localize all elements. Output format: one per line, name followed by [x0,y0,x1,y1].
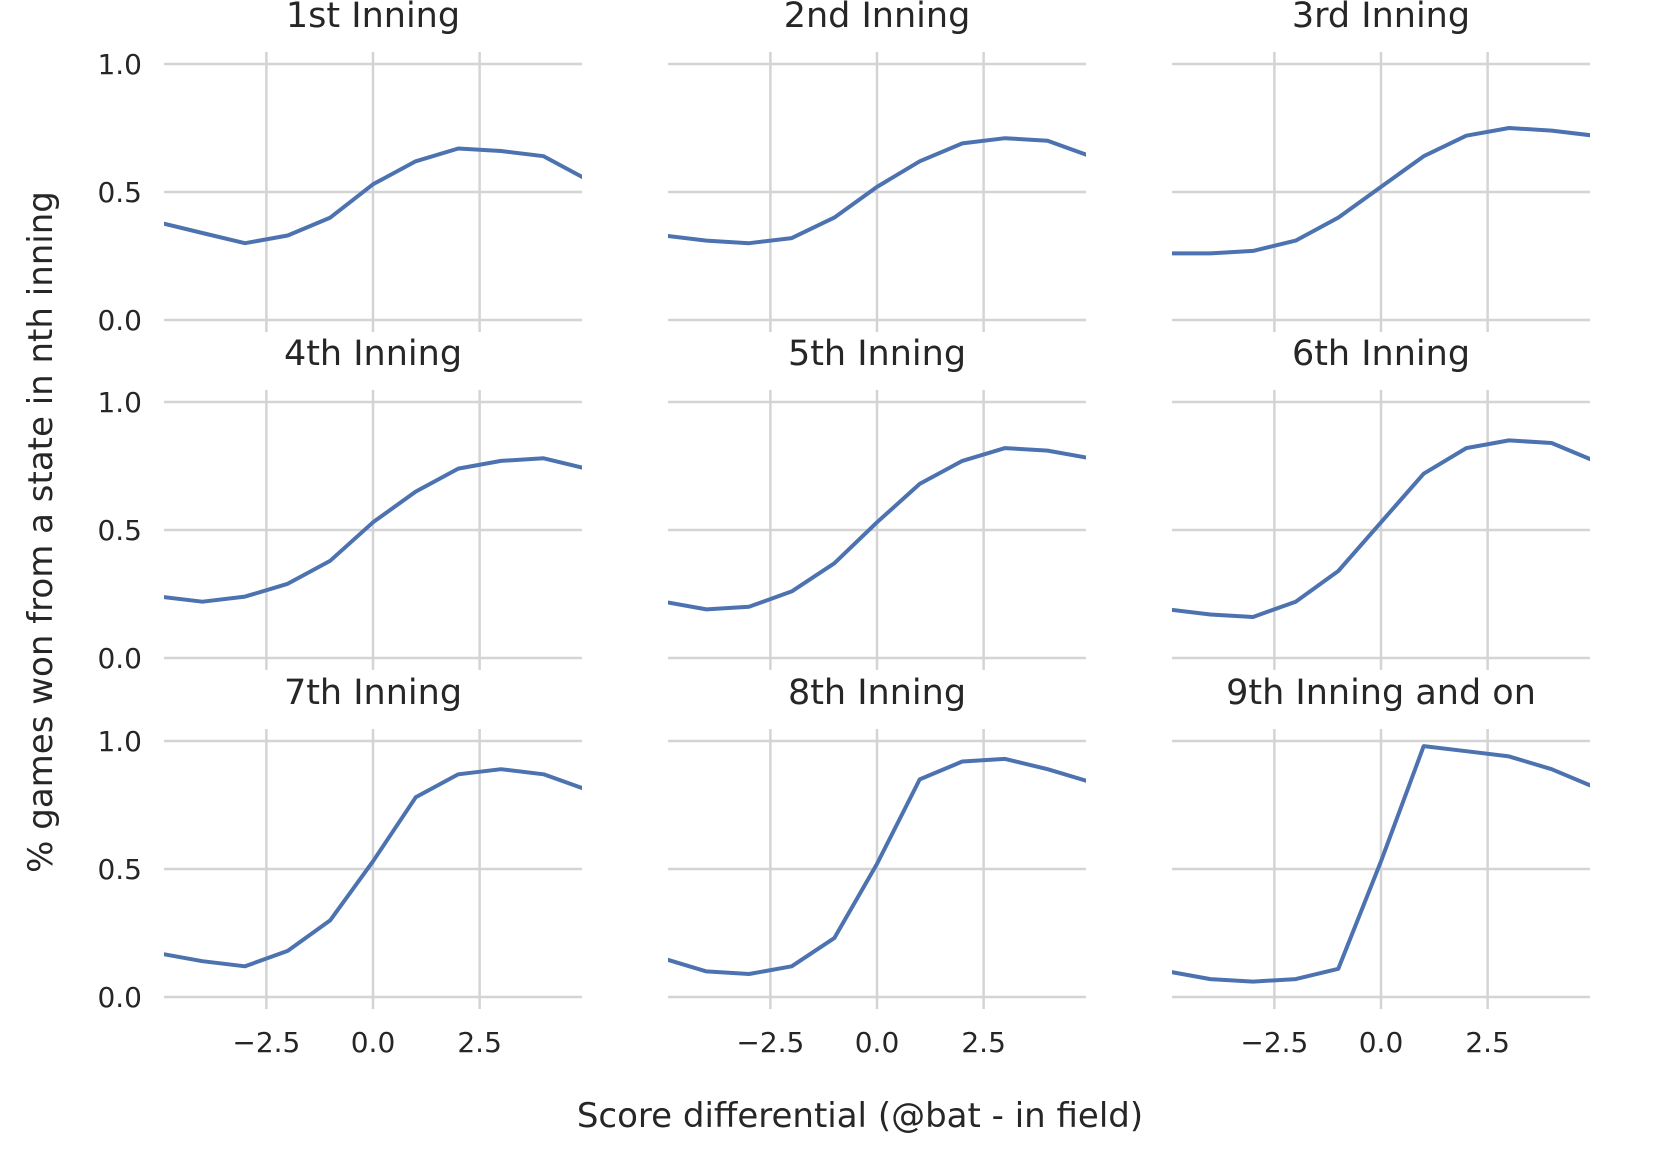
panel-9: 9th Inning and on −2.5 0.0 2.5 [1172,673,1590,1059]
y-tick-label: 0.0 [97,642,142,675]
series-line [164,456,582,604]
x-axis-label: Score differential (@bat - in field) [577,1096,1143,1136]
x-tick-label: 2.5 [1465,1026,1510,1059]
y-tick-label: 0.5 [97,514,142,547]
x-tick-label: 0.0 [351,1026,396,1059]
x-tick-label: 0.0 [855,1026,900,1059]
x-tick-label: 2.5 [961,1026,1006,1059]
panel-5: 5th Inning [668,334,1086,670]
panel-title: 6th Inning [1292,334,1470,374]
y-tick-label: 0.0 [97,981,142,1014]
x-tick-label: −2.5 [736,1026,804,1059]
series-line [668,756,1086,976]
y-tick-label: 0.5 [97,853,142,886]
panel-6: 6th Inning [1172,334,1590,670]
panel-title: 3rd Inning [1292,0,1470,36]
y-tick-label: 1.0 [97,725,142,758]
panel-4: 4th Inning 0.0 0.5 1.0 [97,334,582,675]
series-line [1172,438,1590,619]
series-line [668,446,1086,612]
panel-title: 1st Inning [286,0,460,36]
panel-3: 3rd Inning [1172,0,1590,332]
x-tick-label: 0.0 [1359,1026,1404,1059]
y-axis-label: % games won from a state in nth inning [21,191,61,873]
panel-title: 2nd Inning [784,0,971,36]
y-tick-label: 1.0 [97,386,142,419]
series-line [164,767,582,969]
panel-8: 8th Inning −2.5 0.0 2.5 [668,673,1086,1059]
panel-1: 1st Inning 0.0 0.5 1.0 [97,0,582,337]
series-line [1172,126,1590,256]
panel-title: 7th Inning [284,673,462,713]
panel-7: 7th Inning 0.0 0.5 1.0 −2.5 0.0 2.5 [97,673,582,1059]
series-line [164,146,582,246]
series-line [668,136,1086,246]
panel-title: 5th Inning [788,334,966,374]
y-tick-label: 1.0 [97,48,142,81]
y-tick-label: 0.5 [97,176,142,209]
series-line [1172,744,1590,984]
x-tick-label: −2.5 [1240,1026,1308,1059]
chart-panels: 1st Inning 0.0 0.5 1.0 2nd Inning 3rd Inning 4… [97,0,1590,1059]
x-tick-label: 2.5 [457,1026,502,1059]
panel-title: 9th Inning and on [1226,673,1536,713]
panel-title: 4th Inning [284,334,462,374]
y-tick-label: 0.0 [97,304,142,337]
panel-2: 2nd Inning [668,0,1086,332]
x-tick-label: −2.5 [232,1026,300,1059]
panel-title: 8th Inning [788,673,966,713]
